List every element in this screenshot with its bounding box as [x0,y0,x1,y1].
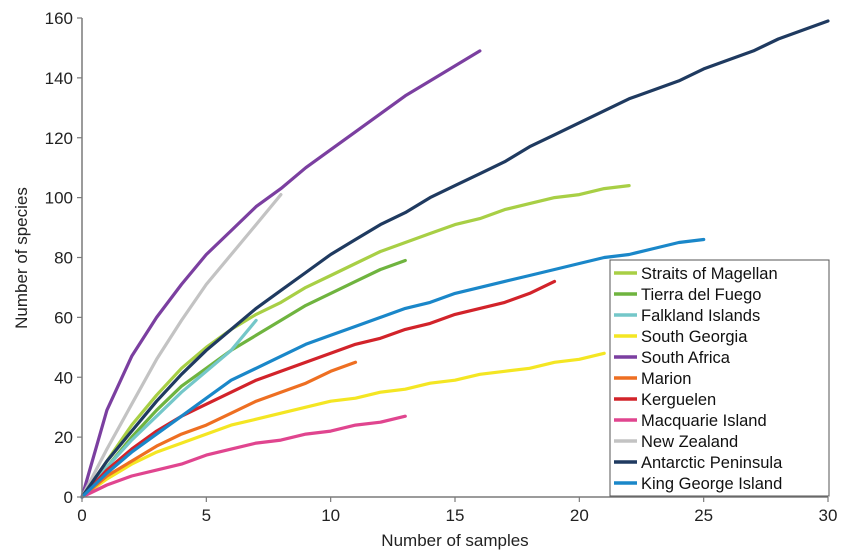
series-line-straits-of-magellan [80,184,631,499]
series-lines [80,19,830,499]
y-tick-label: 120 [45,129,73,148]
series-line-south-georgia [80,351,606,499]
series-line-king-george-island [80,237,706,499]
legend-label-south-georgia: South Georgia [641,328,748,346]
legend: Straits of Magellan Tierra del Fuego Falkl… [609,259,830,497]
y-tick-label: 40 [54,368,73,387]
legend-label-falkland-islands: Falkland Islands [641,307,760,325]
x-tick-label: 5 [202,506,211,525]
x-tick-label: 10 [321,506,340,525]
x-tick-label: 15 [446,506,465,525]
y-tick-label: 140 [45,69,73,88]
tick-labels: 0 5 10 15 20 25 30 0 20 40 60 80 100 120 140 160 [45,9,838,525]
series-line-antarctic-peninsula [80,19,830,499]
y-tick-label: 0 [64,488,73,507]
y-tick-label: 100 [45,189,73,208]
x-tick-label: 30 [819,506,838,525]
legend-box [609,259,830,497]
legend-label-tierra-del-fuego: Tierra del Fuego [641,286,761,304]
x-tick-label: 0 [77,506,86,525]
legend-label-straits-of-magellan: Straits of Magellan [641,265,778,283]
y-tick-label: 80 [54,249,73,268]
y-axis-title: Number of species [12,187,31,329]
y-tick-label: 160 [45,9,73,28]
series-line-new-zealand [80,193,283,499]
series-line-south-africa [80,49,482,499]
x-tick-label: 20 [570,506,589,525]
legend-label-king-george-island: King George Island [641,475,782,493]
series-line-kerguelen [80,279,557,499]
legend-label-south-africa: South Africa [641,349,731,367]
legend-label-kerguelen: Kerguelen [641,391,716,409]
x-axis-title: Number of samples [381,531,528,550]
legend-label-macquarie-island: Macquarie Island [641,412,767,430]
series-line-marion [80,360,358,499]
y-tick-label: 60 [54,308,73,327]
series-line-macquarie-island [80,414,407,499]
legend-label-marion: Marion [641,370,691,388]
series-line-falkland-islands [80,318,258,499]
legend-label-new-zealand: New Zealand [641,433,738,451]
y-tick-label: 20 [54,428,73,447]
x-tick-label: 25 [694,506,713,525]
legend-label-antarctic-peninsula: Antarctic Peninsula [641,454,783,472]
series-line-tierra-del-fuego [80,258,407,499]
